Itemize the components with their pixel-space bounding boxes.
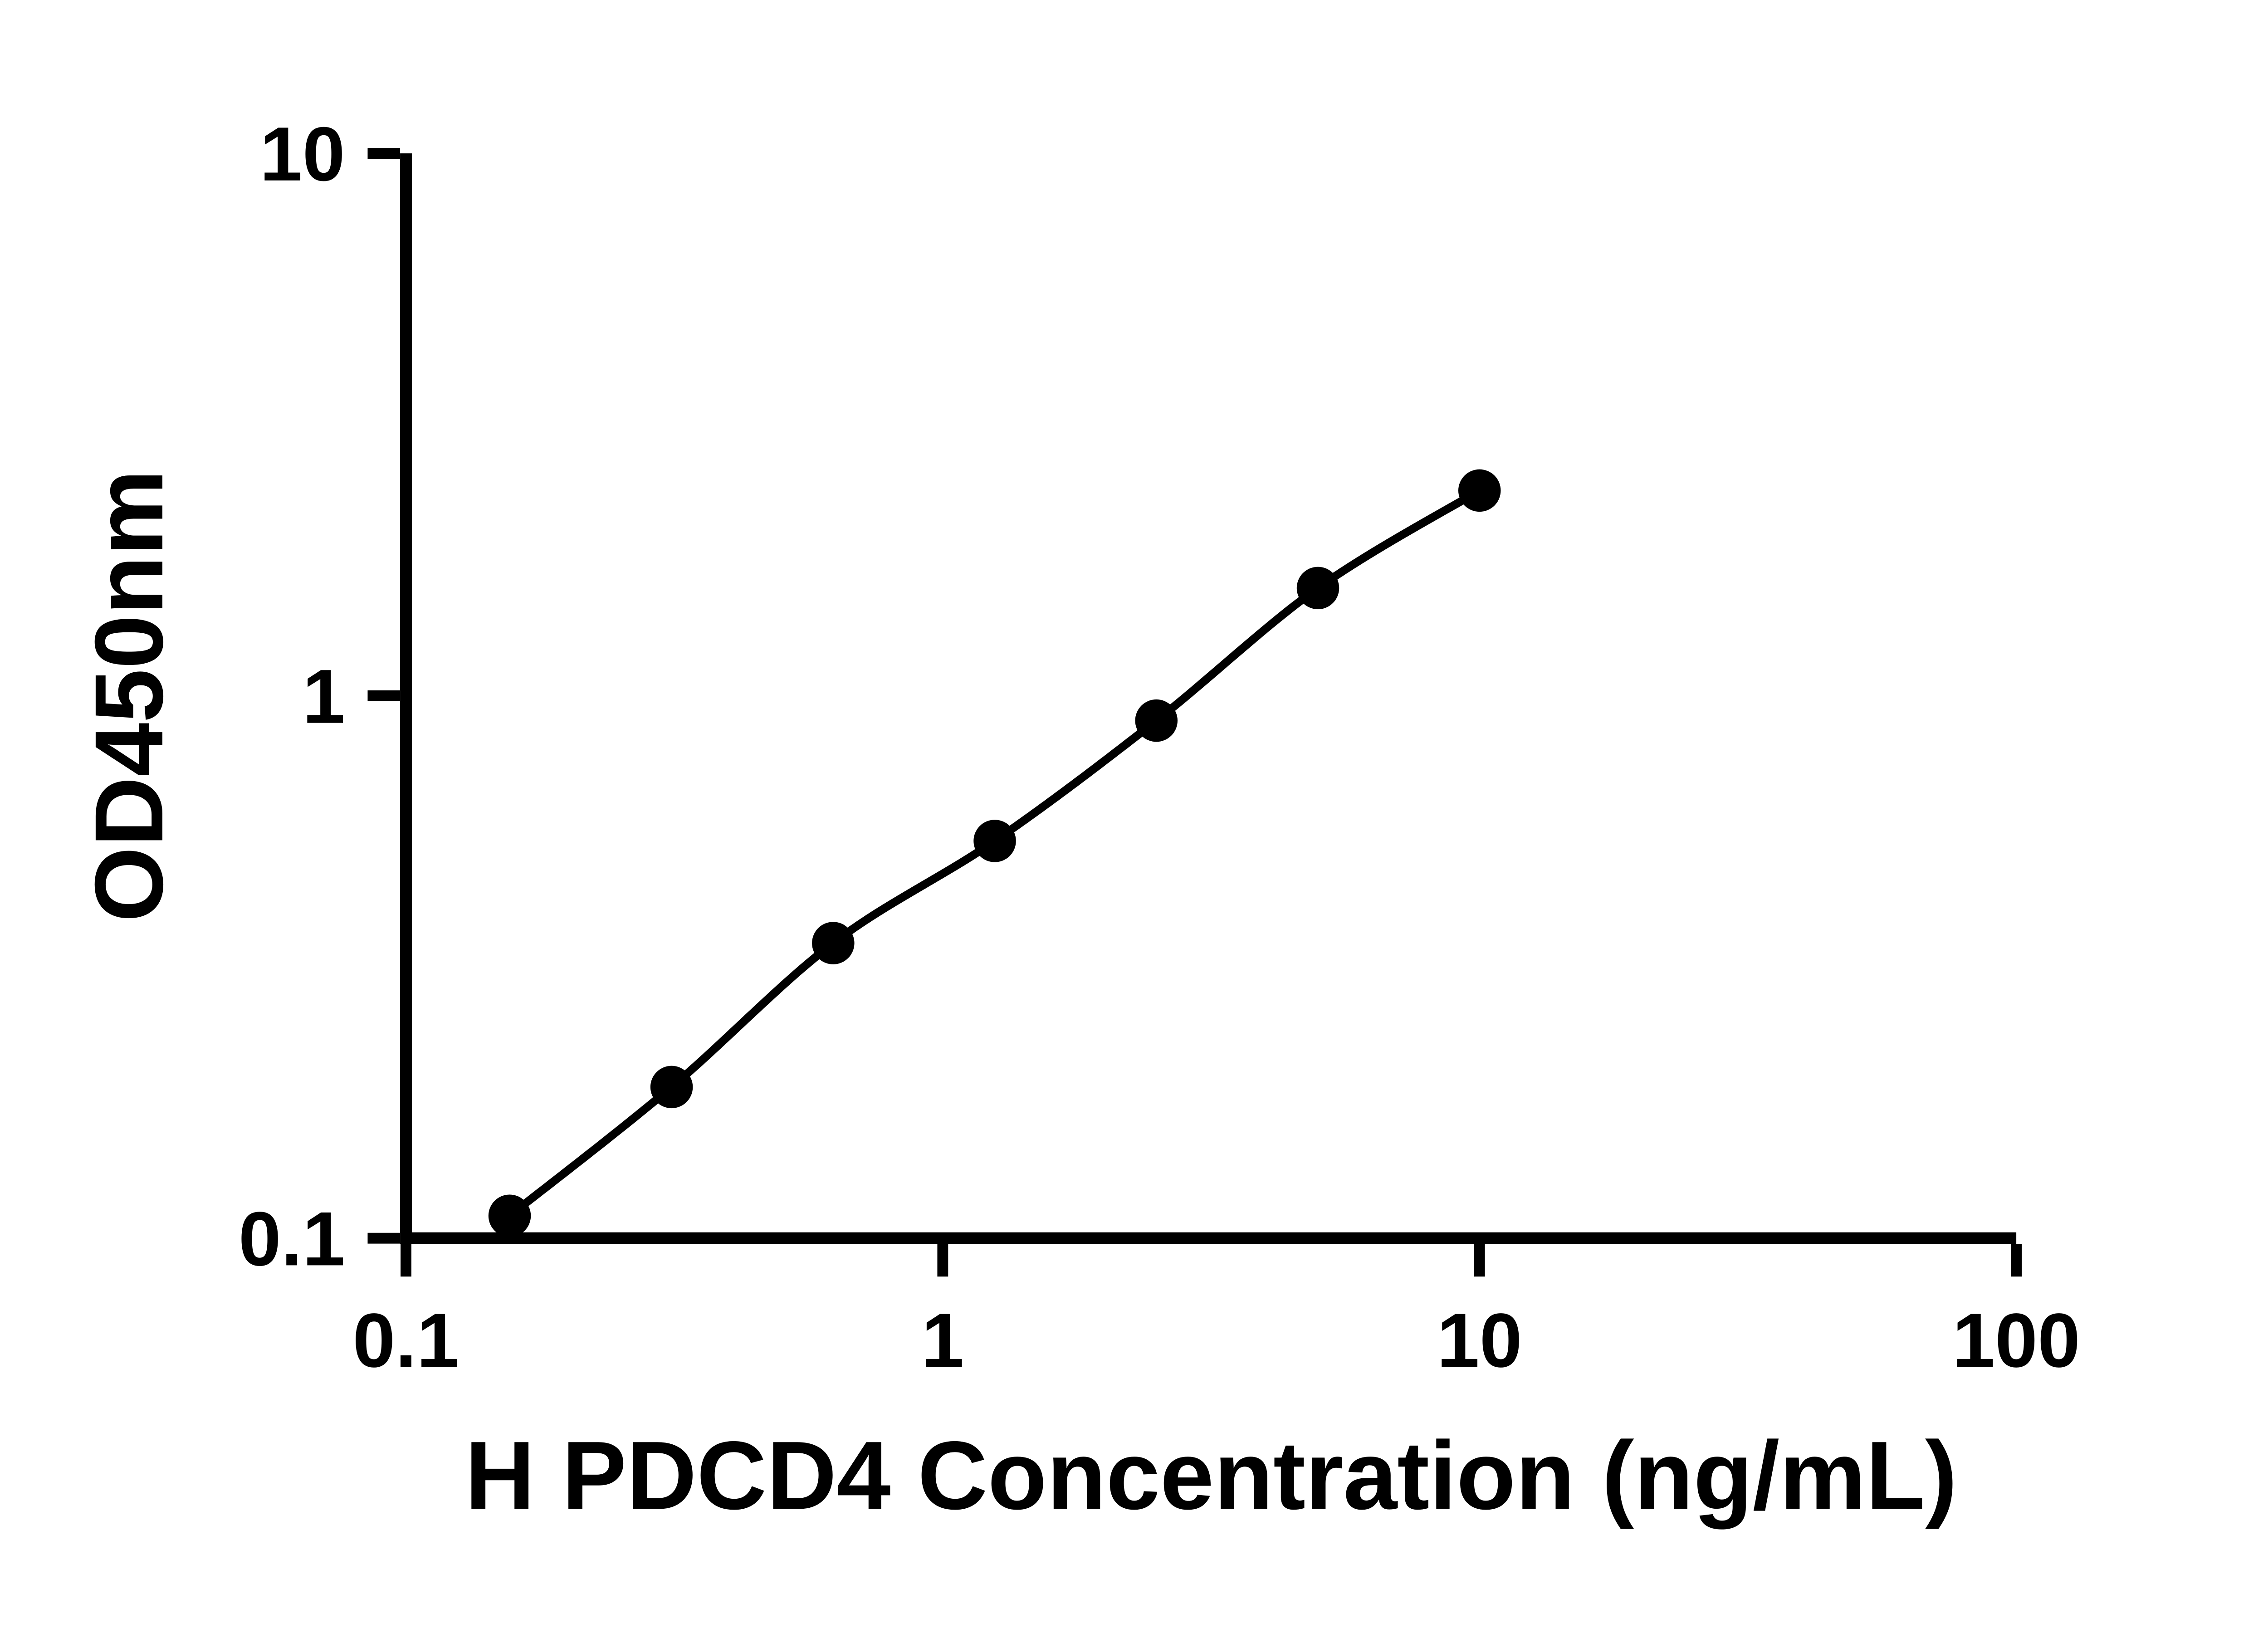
data-point — [1296, 567, 1339, 610]
data-point — [650, 1066, 693, 1109]
data-point — [1135, 699, 1178, 742]
y-axis-title: OD450nm — [75, 469, 183, 922]
axes-layer — [367, 148, 2022, 1277]
x-tick-label: 1 — [921, 1297, 964, 1383]
data-point — [973, 820, 1016, 862]
x-tick-label: 100 — [1952, 1297, 2080, 1383]
y-tick-label: 1 — [303, 654, 345, 739]
x-tick-label: 0.1 — [352, 1297, 459, 1383]
data-point — [1458, 469, 1501, 512]
data-point — [488, 1194, 531, 1237]
axis-spine — [400, 153, 2017, 1244]
data-point — [812, 922, 855, 964]
y-tick-label: 0.1 — [239, 1196, 345, 1281]
series-layer — [488, 469, 1501, 1237]
y-tick-label: 10 — [260, 111, 345, 197]
x-axis-title: H PDCD4 Concentration (ng/mL) — [465, 1421, 1957, 1530]
labels-layer: 0.1 1 10 0.1 1 10 100 H PDCD4 Concentration (ng… — [75, 111, 2080, 1530]
x-tick-label: 10 — [1437, 1297, 1522, 1383]
